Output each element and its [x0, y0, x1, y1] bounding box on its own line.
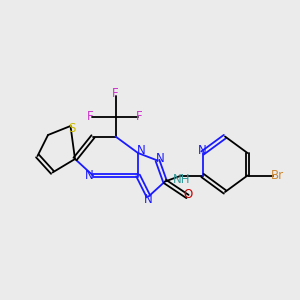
Text: F: F [136, 110, 143, 124]
Text: N: N [156, 152, 165, 165]
Text: F: F [87, 110, 93, 124]
Text: N: N [85, 169, 94, 182]
Text: NH: NH [173, 172, 190, 186]
Text: F: F [112, 87, 119, 101]
Text: N: N [136, 144, 146, 158]
Text: O: O [183, 188, 192, 201]
Text: N: N [198, 143, 207, 157]
Text: S: S [68, 122, 76, 136]
Text: N: N [144, 193, 153, 206]
Text: Br: Br [271, 169, 284, 182]
